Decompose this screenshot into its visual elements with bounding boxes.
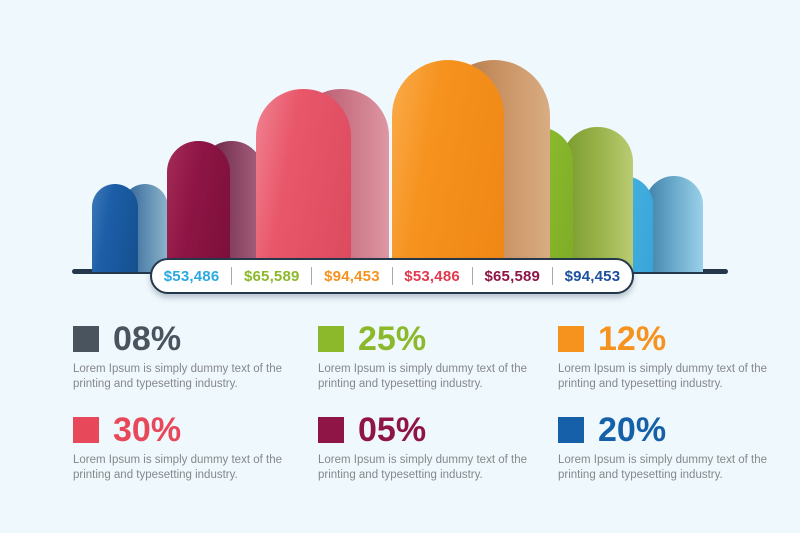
- arch-red-face: [256, 89, 351, 272]
- pill-divider: [311, 267, 313, 285]
- legend: 08% Lorem Ipsum is simply dummy text of …: [73, 320, 798, 502]
- arch-dark-blue: [92, 184, 168, 272]
- legend-description: Lorem Ipsum is simply dummy text of the …: [318, 363, 527, 390]
- legend-description: Lorem Ipsum is simply dummy text of the …: [73, 454, 282, 481]
- legend-description: Lorem Ipsum is simply dummy text of the …: [558, 363, 767, 390]
- pill-value: $53,486: [163, 267, 220, 285]
- legend-swatch: [73, 326, 99, 352]
- pill-value: $94,453: [564, 267, 621, 285]
- pill-divider: [391, 267, 393, 285]
- arch-green-side: [562, 127, 633, 272]
- legend-item: 05% Lorem Ipsum is simply dummy text of …: [318, 411, 558, 502]
- legend-percent: 08%: [113, 320, 182, 358]
- legend-swatch: [558, 417, 584, 443]
- legend-head: 05%: [318, 411, 558, 449]
- legend-percent: 20%: [598, 411, 667, 449]
- legend-swatch: [558, 326, 584, 352]
- arch-dark-blue-face: [92, 184, 138, 272]
- arch-red: [256, 89, 389, 272]
- pill-value: $94,453: [324, 267, 380, 285]
- legend-swatch: [318, 417, 344, 443]
- arch-orange-face: [392, 60, 504, 272]
- legend-head: 08%: [73, 320, 318, 358]
- legend-swatch: [73, 417, 99, 443]
- arch-maroon: [167, 141, 263, 272]
- legend-percent: 05%: [358, 411, 427, 449]
- pill-value: $65,589: [243, 267, 300, 285]
- pill-divider: [231, 267, 233, 285]
- legend-head: 25%: [318, 320, 558, 358]
- legend-item: 08% Lorem Ipsum is simply dummy text of …: [73, 320, 318, 411]
- legend-description: Lorem Ipsum is simply dummy text of the …: [318, 454, 527, 481]
- legend-description: Lorem Ipsum is simply dummy text of the …: [73, 363, 282, 390]
- legend-description: Lorem Ipsum is simply dummy text of the …: [558, 454, 767, 481]
- legend-head: 20%: [558, 411, 798, 449]
- pill-divider: [551, 267, 553, 285]
- pill-divider: [471, 267, 473, 285]
- legend-percent: 30%: [113, 411, 182, 449]
- legend-head: 30%: [73, 411, 318, 449]
- arch-sky-blue-side: [645, 176, 703, 272]
- legend-item: 25% Lorem Ipsum is simply dummy text of …: [318, 320, 558, 411]
- legend-percent: 25%: [358, 320, 427, 358]
- legend-item: 20% Lorem Ipsum is simply dummy text of …: [558, 411, 798, 502]
- pill-value: $65,589: [484, 267, 541, 285]
- legend-head: 12%: [558, 320, 798, 358]
- legend-item: 12% Lorem Ipsum is simply dummy text of …: [558, 320, 798, 411]
- arch-maroon-face: [167, 141, 230, 272]
- arch-orange: [392, 60, 550, 272]
- legend-swatch: [318, 326, 344, 352]
- pill-value: $53,486: [404, 267, 460, 285]
- legend-item: 30% Lorem Ipsum is simply dummy text of …: [73, 411, 318, 502]
- value-pill: $53,486 $65,589 $94,453 $53,486 $65,589 …: [150, 258, 634, 294]
- legend-percent: 12%: [598, 320, 667, 358]
